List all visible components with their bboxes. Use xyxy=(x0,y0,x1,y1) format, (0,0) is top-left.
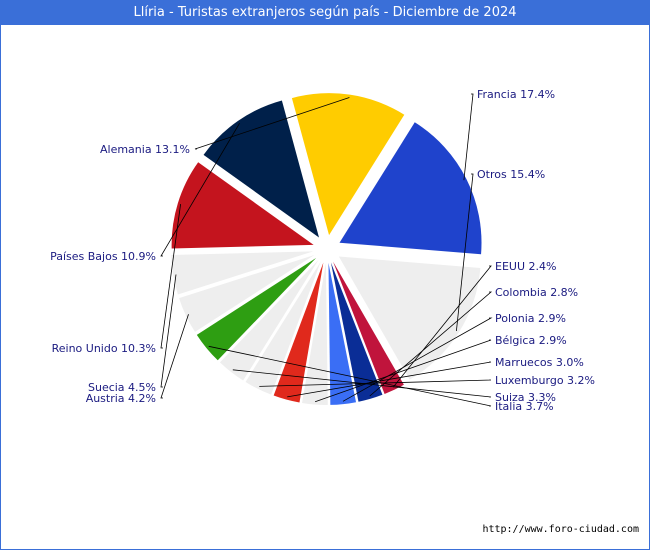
pie-chart: Francia 17.4% Otros 15.4% EEUU 2.4% Colombi… xyxy=(50,88,595,413)
slice-suecia xyxy=(171,251,314,295)
slice-alemania xyxy=(291,93,405,236)
slice-otros xyxy=(338,256,481,380)
source-url: http://www.foro-ciudad.com xyxy=(482,524,639,535)
slice-reino-unido xyxy=(171,162,314,249)
leader-line-luxemburgo xyxy=(259,379,492,387)
label-eeuu: EEUU 2.4% xyxy=(495,260,556,273)
slice-francia xyxy=(339,122,482,255)
label-luxemburgo: Luxemburgo 3.2% xyxy=(495,374,595,387)
leader-line-otros xyxy=(456,173,474,332)
slice-suiza xyxy=(219,260,319,381)
label-marruecos: Marruecos 3.0% xyxy=(495,356,584,369)
label-suecia: Suecia 4.5% xyxy=(88,381,156,394)
pie-slices xyxy=(171,93,482,405)
label-austria: Austria 4.2% xyxy=(86,392,156,405)
slice-polonia xyxy=(328,262,357,405)
leader-line-reino-unido xyxy=(160,204,181,349)
leader-line-colombia xyxy=(369,291,493,397)
slice-eeuu xyxy=(333,261,404,394)
label-italia: Italia 3.7% xyxy=(495,400,554,413)
chart-title: Llíria - Turistas extranjeros según país… xyxy=(1,1,649,25)
label-reino-unido: Reino Unido 10.3% xyxy=(52,342,156,355)
label-belgica: Bélgica 2.9% xyxy=(495,334,567,347)
label-polonia: Polonia 2.9% xyxy=(495,312,566,325)
leader-line-italia xyxy=(208,345,492,407)
leader-lines xyxy=(160,93,493,407)
slice-marruecos xyxy=(273,262,324,403)
slice-belgica xyxy=(302,262,328,405)
label-alemania: Alemania 13.1% xyxy=(100,143,190,156)
slice-luxemburgo xyxy=(245,261,321,395)
label-paises-bajos: Países Bajos 10.9% xyxy=(50,250,156,263)
leader-line-suecia xyxy=(160,274,177,388)
label-francia: Francia 17.4% xyxy=(477,88,555,101)
leader-line-marruecos xyxy=(287,361,492,398)
leader-line-paises-bajos xyxy=(160,122,240,257)
slice-austria xyxy=(179,254,315,332)
label-colombia: Colombia 2.8% xyxy=(495,286,578,299)
leader-line-suiza xyxy=(232,369,492,398)
leader-line-austria xyxy=(160,314,189,399)
slice-labels: Francia 17.4% Otros 15.4% EEUU 2.4% Colombi… xyxy=(50,88,595,413)
slice-colombia xyxy=(330,262,383,402)
leader-line-polonia xyxy=(342,317,493,402)
leader-line-eeuu xyxy=(392,265,492,388)
slice-italia xyxy=(196,257,317,361)
label-suiza: Suiza 3.3% xyxy=(495,391,556,404)
leader-line-alemania xyxy=(194,97,350,150)
label-otros: Otros 15.4% xyxy=(477,168,545,181)
leader-line-francia xyxy=(463,93,474,181)
